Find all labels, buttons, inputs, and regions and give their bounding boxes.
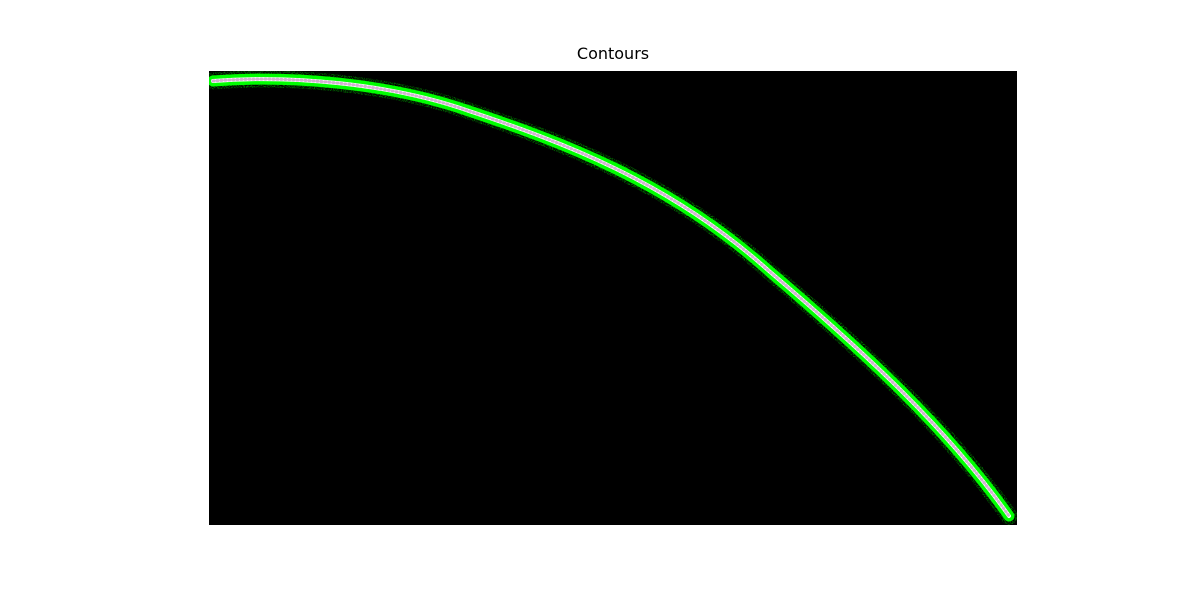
image-background (209, 71, 1017, 525)
contour-core-speckles (211, 77, 1011, 518)
contour-image-panel (209, 71, 1017, 525)
figure-title: Contours (576, 44, 650, 63)
contour-image (209, 71, 1017, 525)
